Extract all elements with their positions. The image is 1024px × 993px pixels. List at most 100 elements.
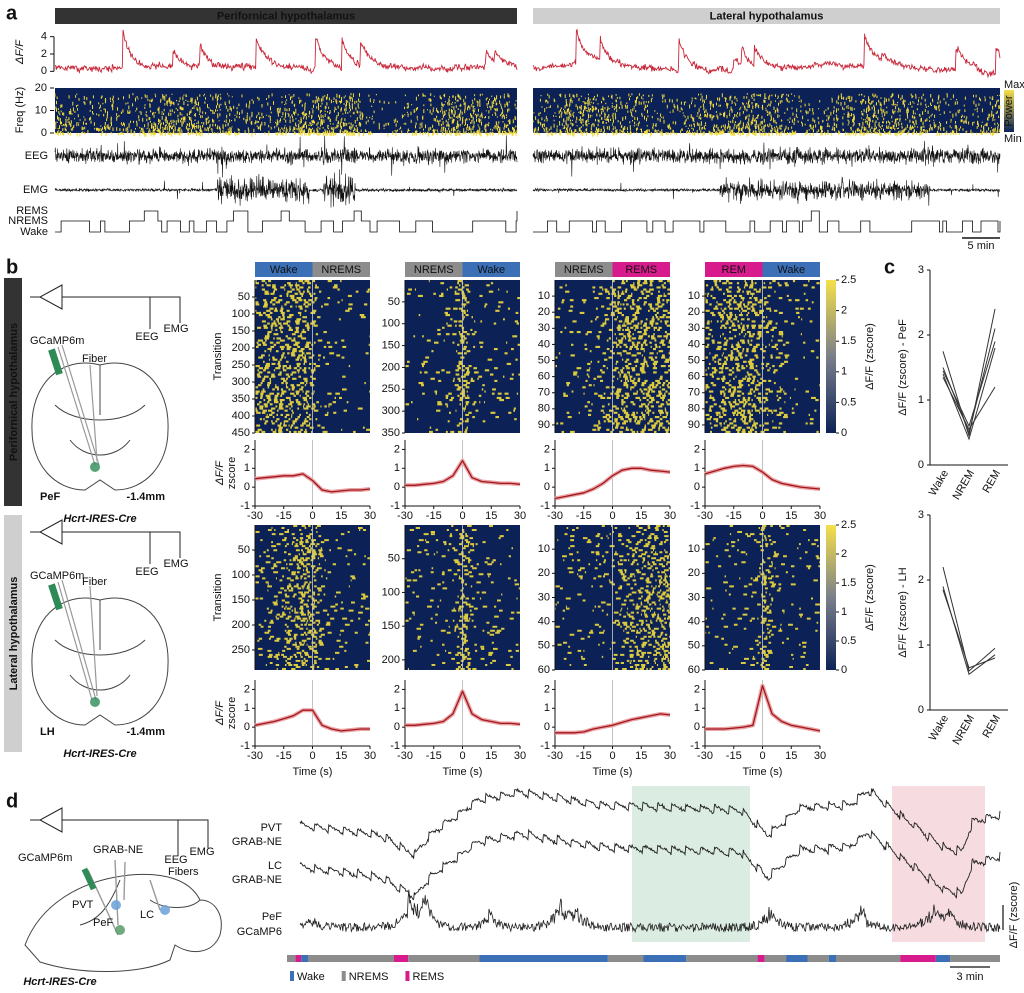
x-tick-label: 0 [609, 510, 615, 522]
x-tick-label: 30 [364, 510, 376, 522]
row-label: EEG [25, 150, 48, 162]
mouse-label: Hcrt-IRES-Cre [63, 748, 136, 760]
y-tick-label: 80 [688, 403, 700, 415]
heatmap-activity [255, 524, 370, 671]
y-tick-label: 50 [538, 354, 550, 366]
area-label: PVT [72, 899, 94, 911]
x-tick-label: -30 [697, 750, 713, 762]
colorbar-tick-label: 1.5 [841, 335, 856, 347]
x-tick-label: -15 [576, 510, 592, 522]
x-tick-label: -15 [576, 750, 592, 762]
y-tick-label: 2 [394, 683, 400, 695]
y-tick-label: 2 [694, 443, 700, 455]
y-tick-label: 40 [688, 338, 700, 350]
panel-label: d [6, 790, 18, 812]
area-label: PeF [93, 917, 113, 929]
transition-header [705, 262, 763, 277]
x-tick-label: 15 [485, 510, 497, 522]
x-axis-label: Time (s) [443, 766, 483, 778]
x-tick-label: 15 [335, 750, 347, 762]
y-tick-label: 1 [694, 702, 700, 714]
axis-label: zscore [226, 457, 238, 489]
fiber [87, 859, 161, 936]
wake-epoch-shade [632, 786, 750, 942]
heatmap-activity [555, 280, 670, 433]
area-label: PeF [40, 491, 60, 503]
ne-trace [299, 787, 1001, 859]
axis-label: zscore [226, 697, 238, 729]
colorbar-tick-label: 1.5 [841, 577, 856, 589]
y-tick-label: 40 [688, 616, 700, 628]
x-tick-label: 15 [635, 510, 647, 522]
scale-label: 3 min [957, 971, 984, 983]
y-tick-label: 200 [232, 342, 250, 354]
y-tick-label: 2 [244, 443, 250, 455]
x-tick-label: -15 [276, 750, 292, 762]
brain-outline [31, 597, 169, 726]
state-segment [308, 955, 394, 962]
y-tick-label: 50 [238, 544, 250, 556]
x-tick-label: -30 [397, 750, 413, 762]
diagram-label: Fiber [82, 353, 107, 365]
trace [254, 473, 371, 493]
y-tick-label: 30 [688, 322, 700, 334]
spectrogram-power [532, 93, 1001, 137]
y-tick-label: 0 [41, 65, 47, 77]
state-segment [643, 955, 687, 962]
y-tick-label: 1 [694, 462, 700, 474]
x-tick-label: 15 [485, 750, 497, 762]
amplifier [38, 519, 63, 545]
axis-label: ΔF/F (zscore) - PeF [897, 319, 909, 416]
state-segment [295, 955, 302, 962]
state-segment [607, 955, 644, 962]
colorbar-tick-label: 2.5 [841, 274, 856, 286]
y-tick-label: 20 [35, 82, 47, 94]
y-tick-label: 300 [382, 405, 400, 417]
state-segment [900, 955, 936, 962]
subject-line [942, 566, 996, 672]
x-tick-label: NREM [951, 713, 978, 747]
area-label: LC [140, 909, 154, 921]
x-tick-label: NREM [951, 468, 978, 502]
y-tick-label: 50 [688, 640, 700, 652]
y-tick-label: 350 [382, 427, 400, 439]
y-tick-label: 0 [394, 721, 400, 733]
y-tick-label: 150 [232, 594, 250, 606]
region-sidebar [4, 278, 22, 506]
transition-header [462, 262, 520, 277]
x-tick-label: 0 [309, 750, 315, 762]
y-tick-label: -1 [540, 740, 550, 752]
emg-trace [54, 169, 517, 208]
x-tick-label: 30 [814, 510, 826, 522]
y-tick-label: 10 [538, 543, 550, 555]
state-segment [764, 955, 787, 962]
y-tick-label: 10 [35, 104, 47, 116]
heatmap-activity [555, 524, 670, 671]
y-tick-label: 350 [232, 393, 250, 405]
axis-label: ΔF/F [214, 700, 226, 726]
y-tick-label: 250 [382, 383, 400, 395]
subject-line [942, 377, 996, 431]
depth-label: -1.4mm [126, 491, 165, 503]
x-tick-label: Wake [927, 468, 951, 498]
y-tick-label: -1 [540, 500, 550, 512]
y-tick-label: 100 [232, 569, 250, 581]
state-segment [301, 955, 309, 962]
amplifier [38, 284, 63, 310]
recording-site [160, 905, 170, 915]
transition-header [762, 262, 820, 277]
subject-line [942, 308, 996, 436]
diagram-label: Fibers [168, 866, 199, 878]
y-tick-label: 450 [232, 427, 250, 439]
x-tick-label: 30 [514, 510, 526, 522]
state-segment [935, 955, 951, 962]
gcamp-trace [299, 889, 1001, 934]
y-tick-label: 1 [544, 462, 550, 474]
y-tick-label: 70 [538, 387, 550, 399]
legend-swatch [290, 971, 294, 981]
colorbar-tick-label: 0 [841, 664, 847, 676]
x-tick-label: 0 [459, 750, 465, 762]
y-tick-label: 1 [244, 462, 250, 474]
y-tick-label: 40 [538, 338, 550, 350]
